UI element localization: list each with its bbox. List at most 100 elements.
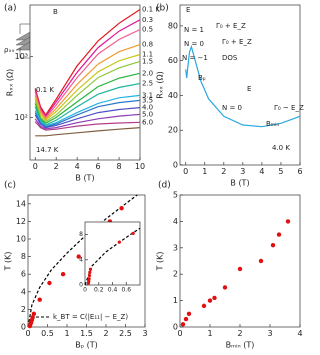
y-tick-label: 8: [21, 252, 26, 261]
x-tick-label: 1: [202, 167, 207, 176]
series-line: [34, 44, 141, 120]
annotation: Γ₀ ~ E_Z: [274, 104, 304, 112]
y-tick-label: 10: [16, 235, 26, 244]
x-tick-label: 10: [135, 162, 145, 171]
data-point: [180, 322, 186, 327]
y-tick-label: 4: [79, 256, 83, 263]
x-axis-label: Bₚ (T): [75, 341, 98, 350]
data-point: [60, 272, 66, 277]
annotation: N = 1: [184, 26, 204, 34]
series-line: [35, 127, 141, 137]
data-point: [37, 297, 42, 302]
data-point: [258, 258, 264, 264]
x-tick-label: 0: [83, 286, 87, 293]
series-label: 1.5: [142, 57, 153, 65]
data-point: [31, 311, 37, 316]
series-line: [34, 107, 141, 129]
y-tick-label: 8: [79, 231, 83, 238]
data-point: [117, 240, 121, 244]
data-point: [87, 279, 91, 283]
data-point: [76, 254, 81, 259]
y-tick-label: 12: [16, 217, 26, 226]
data-point: [47, 280, 52, 286]
data-point: [30, 315, 35, 320]
y-tick-label: 40: [168, 91, 178, 100]
annotation: 14.7 K: [36, 146, 59, 154]
x-tick-label: 0: [25, 329, 30, 338]
x-tick-label: 1: [207, 329, 212, 338]
y-tick-label: 14: [16, 199, 26, 208]
series-label: 5.0: [142, 110, 153, 118]
x-tick-label: 6: [297, 167, 302, 176]
series-label: 1.1: [142, 50, 153, 58]
data-point: [131, 231, 135, 235]
data-point: [212, 295, 217, 301]
data-point: [87, 273, 92, 278]
data-point: [201, 303, 207, 309]
y-tick-label: 10³: [15, 52, 28, 61]
x-tick-label: 1.5: [80, 329, 93, 338]
data-point: [270, 242, 276, 248]
y-tick-label: 60: [168, 56, 178, 65]
series-line: [34, 94, 141, 127]
annotation: DOS: [222, 54, 238, 62]
y-axis-label: T (K): [4, 252, 13, 272]
y-tick-label: 0: [79, 282, 83, 289]
data-point: [285, 219, 291, 224]
annotation: Γ₀ + E_Z: [216, 22, 246, 30]
data-point: [88, 270, 92, 274]
annotation: Γ₀ + E_Z: [222, 38, 252, 46]
series-line: [34, 28, 141, 119]
annotation: N = −1: [182, 54, 208, 62]
x-tick-label: 2: [54, 162, 59, 171]
annotation: N = 0: [184, 40, 204, 48]
x-tick-label: 0.4: [108, 286, 118, 293]
series-label: 3.1: [142, 91, 153, 99]
y-tick-label: 10²: [15, 113, 28, 122]
x-tick-label: 3: [142, 329, 147, 338]
y-tick-label: 6: [21, 270, 26, 279]
x-axis-label: B (T): [75, 174, 94, 183]
x-tick-label: 1: [64, 329, 69, 338]
series-line: [34, 82, 141, 126]
annotation: E: [186, 6, 190, 14]
x-tick-label: 2: [237, 329, 242, 338]
y-tick-label: 4: [21, 287, 26, 296]
annotation: Bₚ: [198, 74, 206, 82]
plot-frame: [179, 4, 301, 166]
series-label: 0.3: [142, 16, 153, 24]
series-line: [34, 113, 141, 130]
x-tick-label: 0: [177, 329, 182, 338]
x-tick-label: 0.5: [41, 329, 54, 338]
x-axis-label: B (T): [230, 179, 249, 188]
series-line: [34, 19, 141, 118]
series-label: 2.5: [142, 80, 153, 88]
series-line: [34, 53, 141, 122]
y-tick-label: 3: [173, 243, 178, 252]
series-label: 2.0: [142, 69, 153, 77]
y-tick-label: 4: [173, 217, 178, 226]
x-tick-label: 8: [117, 162, 122, 171]
annotation: (b): [156, 4, 169, 14]
series-line: [27, 194, 138, 328]
y-tick-label: 1: [173, 296, 178, 305]
data-point: [222, 285, 228, 290]
x-tick-label: 3: [267, 329, 272, 338]
x-tick-label: 0.2: [94, 286, 104, 293]
legend-label: k_BT = C(|E₁₁| − E_Z): [53, 313, 128, 321]
x-tick-label: 4: [75, 162, 80, 171]
y-axis-label: Rₓₓ (Ω): [156, 71, 165, 99]
data-point: [186, 311, 192, 316]
annotation: N = 0: [222, 104, 242, 112]
annotation: 4.0 K: [272, 144, 290, 152]
series-label: 0.8: [142, 41, 153, 49]
data-point: [87, 277, 91, 281]
x-tick-label: 5: [278, 167, 283, 176]
x-tick-label: 0.6: [121, 286, 131, 293]
y-axis-label: T (K): [156, 252, 165, 272]
x-tick-label: 2: [221, 167, 226, 176]
series-label: 4.0: [142, 104, 153, 112]
annotation: Bₘᵢₙ: [266, 120, 279, 128]
series-line: [34, 121, 141, 131]
x-tick-label: 4: [297, 329, 302, 338]
